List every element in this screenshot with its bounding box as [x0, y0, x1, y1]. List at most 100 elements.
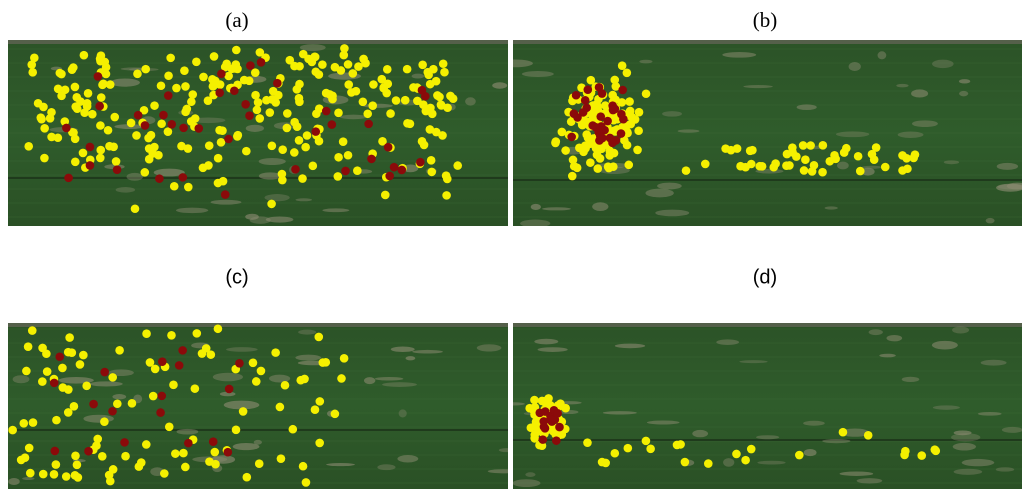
yellow-detection [95, 153, 105, 163]
yellow-detection [121, 451, 130, 461]
soil-patch [896, 83, 909, 88]
soil-patch [677, 129, 700, 133]
soil-patch [530, 203, 541, 211]
soil-patch [377, 464, 396, 471]
soil-patch [861, 167, 875, 176]
yellow-detection [213, 153, 223, 163]
soil-patch [412, 349, 443, 354]
yellow-detection [641, 436, 651, 446]
soil-patch [985, 217, 995, 224]
red-detection [311, 127, 321, 136]
yellow-detection [96, 145, 106, 155]
red-detection [583, 85, 593, 94]
yellow-detection [172, 83, 181, 93]
yellow-detection [27, 326, 37, 335]
yellow-detection [113, 399, 122, 409]
yellow-detection [224, 71, 233, 81]
red-detection [389, 162, 399, 172]
red-detection [112, 165, 122, 174]
yellow-detection [267, 199, 276, 209]
yellow-detection [47, 132, 56, 142]
yellow-detection [95, 54, 105, 64]
yellow-detection [405, 119, 415, 129]
yellow-detection [433, 91, 442, 100]
soil-patch [476, 344, 502, 352]
yellow-detection [183, 182, 193, 192]
yellow-detection [169, 181, 179, 191]
yellow-detection [96, 93, 106, 102]
yellow-detection [330, 409, 340, 419]
yellow-detection [741, 455, 750, 465]
yellow-detection [337, 374, 346, 383]
panel-label: (b) [753, 8, 778, 32]
soil-patch [996, 162, 1019, 170]
yellow-detection [78, 148, 88, 158]
yellow-detection [141, 64, 151, 74]
soil-patch [520, 219, 551, 226]
yellow-detection [242, 472, 252, 482]
yellow-detection [572, 163, 582, 173]
red-detection [215, 88, 225, 98]
soil-patch [879, 353, 896, 358]
soil-patch [232, 442, 260, 451]
yellow-detection [771, 159, 780, 168]
yellow-detection [179, 448, 188, 458]
yellow-detection [736, 161, 745, 171]
yellow-detection [318, 60, 327, 69]
yellow-detection [25, 468, 35, 478]
yellow-detection [525, 403, 534, 413]
yellow-detection [295, 97, 304, 107]
yellow-detection [418, 60, 427, 70]
yellow-detection [799, 166, 809, 175]
yellow-detection [61, 472, 71, 481]
yellow-detection [177, 141, 186, 151]
yellow-detection [254, 459, 264, 469]
red-detection [617, 109, 626, 119]
red-detection [256, 57, 266, 67]
soil-patch [932, 405, 960, 410]
red-detection [241, 100, 250, 109]
yellow-detection [681, 166, 691, 175]
yellow-detection [251, 90, 260, 100]
yellow-detection [181, 107, 190, 117]
soil-patch [513, 59, 533, 68]
yellow-detection [127, 399, 137, 408]
soil-patch [298, 329, 317, 335]
yellow-detection [157, 119, 166, 129]
soil-patch [1001, 426, 1022, 433]
yellow-detection [63, 408, 73, 417]
yellow-detection [213, 178, 223, 188]
aerial-image [513, 40, 1022, 226]
soil-patch [362, 103, 393, 108]
red-detection [235, 359, 244, 368]
soil-patch [513, 402, 525, 406]
red-detection [194, 124, 204, 133]
soil-patch [521, 71, 554, 78]
red-detection [538, 435, 548, 444]
yellow-detection [42, 367, 52, 376]
red-detection [595, 131, 605, 141]
yellow-detection [292, 122, 302, 131]
soil-patch [253, 439, 262, 445]
yellow-detection [197, 349, 207, 358]
yellow-detection [206, 350, 216, 359]
soil-patch [822, 438, 851, 444]
yellow-detection [551, 138, 560, 148]
yellow-detection [310, 52, 320, 62]
soil-patch [943, 160, 960, 165]
yellow-detection [265, 108, 275, 117]
yellow-detection [732, 144, 742, 153]
soil-patch [958, 79, 971, 84]
yellow-detection [910, 150, 920, 159]
yellow-detection [391, 96, 401, 105]
yellow-detection [290, 148, 299, 157]
yellow-detection [610, 75, 620, 85]
soil-patch [692, 429, 709, 438]
yellow-detection [871, 143, 881, 152]
yellow-detection [818, 141, 828, 150]
red-detection [84, 446, 93, 456]
yellow-detection [192, 329, 202, 338]
yellow-detection [280, 380, 290, 390]
yellow-detection [583, 438, 592, 447]
